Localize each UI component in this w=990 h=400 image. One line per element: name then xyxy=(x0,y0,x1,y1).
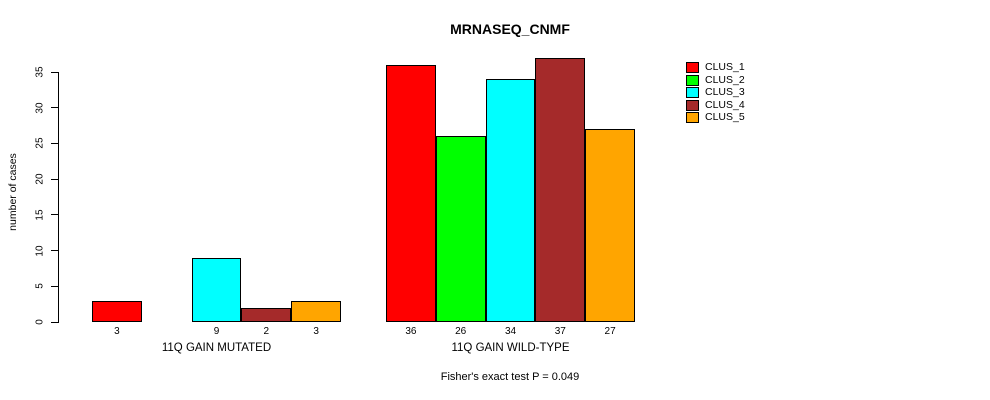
y-tick-15 xyxy=(51,214,58,216)
y-tick-label-20: 20 xyxy=(34,173,46,185)
bar-clus-3-11q-gain-wild-type xyxy=(485,79,536,322)
y-tick-label-10: 10 xyxy=(34,245,46,257)
group-label-11q-gain-mutated: 11Q GAIN MUTATED xyxy=(161,342,272,354)
bar-clus-5-11q-gain-wild-type xyxy=(585,129,635,322)
bar-value-label-clus-1-11q-gain-mutated: 3 xyxy=(114,326,120,337)
bar-clus-4-11q-gain-mutated xyxy=(241,307,292,322)
bar-value-label-clus-3-11q-gain-wild-type: 34 xyxy=(504,326,517,337)
legend-label-clus-4: CLUS_4 xyxy=(705,98,745,111)
chart-title: MRNASEQ_CNMF xyxy=(450,21,570,37)
bar-clus-5-11q-gain-mutated xyxy=(291,300,341,322)
bar-value-label-clus-4-11q-gain-wild-type: 37 xyxy=(554,326,566,337)
y-axis-title: number of cases xyxy=(7,153,19,231)
bar-value-label-clus-4-11q-gain-mutated: 2 xyxy=(263,326,270,337)
legend-swatch-clus-3 xyxy=(686,87,699,98)
y-axis-line xyxy=(58,72,59,323)
bar-clus-4-11q-gain-wild-type xyxy=(535,57,586,322)
legend: CLUS_1 CLUS_2 CLUS_3 CLUS_4 CLUS_5 xyxy=(686,62,745,123)
y-tick-label-15: 15 xyxy=(34,209,46,221)
y-tick-35 xyxy=(51,71,58,73)
legend-swatch-clus-5 xyxy=(686,112,699,123)
bar-clus-1-11q-gain-mutated xyxy=(92,300,142,322)
y-tick-label-5: 5 xyxy=(34,283,46,290)
legend-label-clus-5: CLUS_5 xyxy=(705,111,745,123)
legend-row-clus-4: CLUS_4 xyxy=(686,98,745,111)
bar-value-label-clus-2-11q-gain-wild-type: 26 xyxy=(455,326,467,337)
legend-label-clus-1: CLUS_1 xyxy=(705,61,745,73)
bar-value-label-clus-5-11q-gain-wild-type: 27 xyxy=(604,326,616,337)
bar-value-label-clus-1-11q-gain-wild-type: 36 xyxy=(405,326,417,337)
legend-label-clus-2: CLUS_2 xyxy=(705,73,745,86)
y-tick-0 xyxy=(51,321,58,323)
y-tick-20 xyxy=(51,178,58,180)
y-tick-10 xyxy=(51,250,58,252)
bar-clus-3-11q-gain-mutated xyxy=(191,257,242,322)
y-tick-label-30: 30 xyxy=(34,102,46,114)
y-tick-label-25: 25 xyxy=(34,137,46,149)
legend-row-clus-2: CLUS_2 xyxy=(686,73,745,86)
bar-clus-2-11q-gain-wild-type xyxy=(435,136,486,322)
legend-row-clus-1: CLUS_1 xyxy=(686,62,745,73)
y-tick-5 xyxy=(51,285,58,287)
legend-row-clus-5: CLUS_5 xyxy=(686,112,745,123)
bar-value-label-clus-3-11q-gain-mutated: 9 xyxy=(213,326,220,337)
legend-swatch-clus-1 xyxy=(686,62,699,73)
y-tick-label-35: 35 xyxy=(34,66,46,78)
group-label-11q-gain-wild-type: 11Q GAIN WILD-TYPE xyxy=(451,342,570,354)
legend-row-clus-3: CLUS_3 xyxy=(686,87,745,98)
y-tick-30 xyxy=(51,107,58,109)
y-tick-25 xyxy=(51,142,58,144)
legend-swatch-clus-4 xyxy=(686,99,699,111)
bar-clus-1-11q-gain-wild-type xyxy=(386,64,436,322)
y-tick-label-0: 0 xyxy=(34,319,46,325)
bar-value-label-clus-5-11q-gain-mutated: 3 xyxy=(313,326,319,337)
annotation-fishers-test: Fisher's exact test P = 0.049 xyxy=(440,371,580,383)
legend-label-clus-3: CLUS_3 xyxy=(705,86,745,98)
legend-swatch-clus-2 xyxy=(686,74,699,86)
